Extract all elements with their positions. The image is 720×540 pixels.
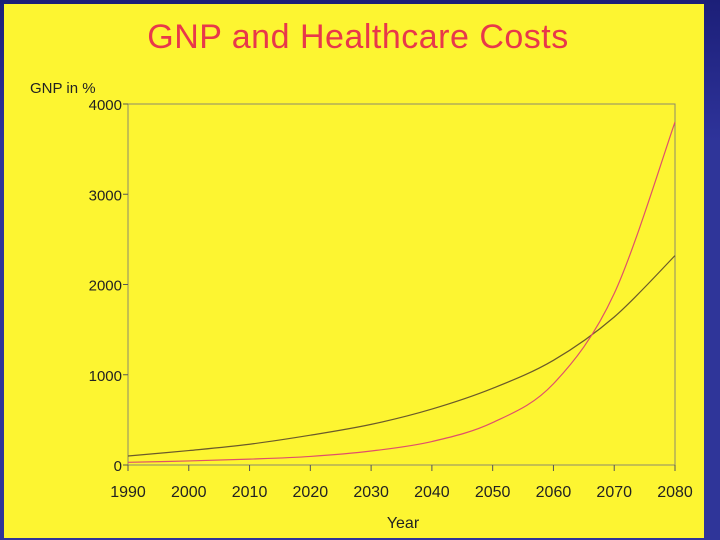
y-tick-label: 0 bbox=[114, 458, 122, 475]
slide-panel bbox=[4, 4, 704, 538]
x-tick-label: 2010 bbox=[232, 484, 268, 501]
y-tick-label: 1000 bbox=[89, 368, 122, 385]
x-axis: 1990 2000 2010 2020 2030 2040 2050 2060 2070 2080 bbox=[110, 465, 693, 501]
y-tick-label: 4000 bbox=[89, 97, 122, 114]
x-tick-label: 2070 bbox=[596, 484, 632, 501]
x-tick-label: 2020 bbox=[293, 484, 329, 501]
x-tick-label: 2040 bbox=[414, 484, 450, 501]
x-tick-label: 1990 bbox=[110, 484, 146, 501]
y-axis: 0 1000 2000 3000 4000 bbox=[89, 97, 128, 475]
series-line-healthcare-costs bbox=[127, 121, 676, 463]
series-line-gnp bbox=[127, 255, 676, 457]
chart-title: GNP and Healthcare Costs bbox=[147, 18, 569, 56]
x-tick-label: 2060 bbox=[536, 484, 572, 501]
x-tick-label: 2030 bbox=[353, 484, 389, 501]
plot-frame bbox=[127, 103, 676, 466]
x-axis-label: Year bbox=[387, 515, 420, 532]
x-tick-label: 2050 bbox=[475, 484, 511, 501]
y-axis-label: GNP in % bbox=[30, 80, 96, 97]
y-tick-label: 3000 bbox=[89, 187, 122, 204]
x-tick-label: 2080 bbox=[657, 484, 693, 501]
y-tick-label: 2000 bbox=[89, 278, 122, 295]
series-lines bbox=[127, 121, 676, 463]
x-tick-label: 2000 bbox=[171, 484, 207, 501]
